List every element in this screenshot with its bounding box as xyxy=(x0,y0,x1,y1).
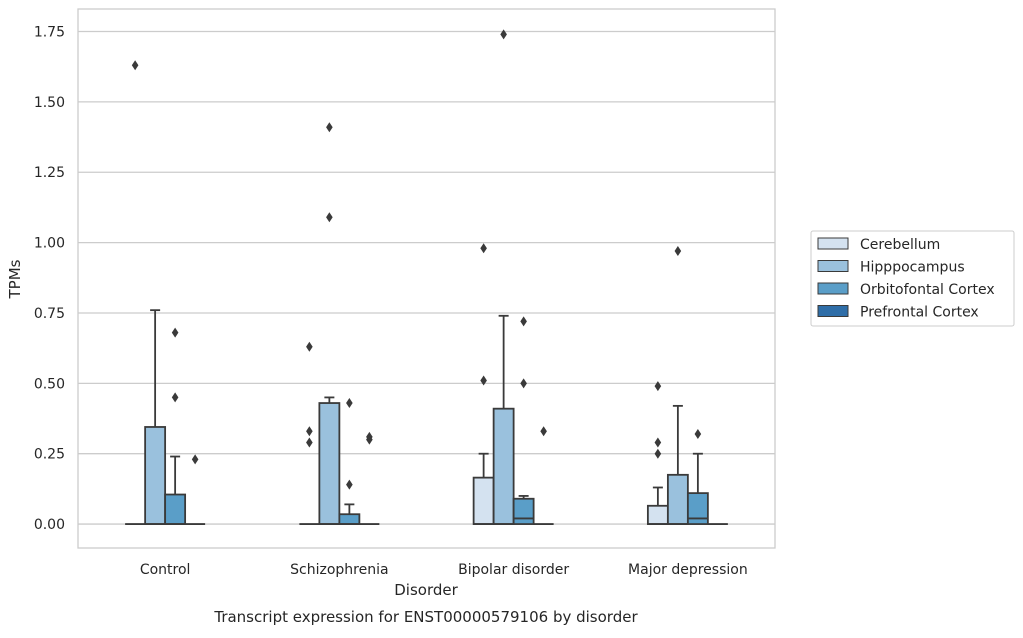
y-tick-label: 0.25 xyxy=(34,447,65,463)
box xyxy=(472,476,495,525)
outlier-point xyxy=(171,392,179,403)
outlier-point xyxy=(326,122,333,133)
outlier-point xyxy=(654,448,662,459)
legend-swatch xyxy=(817,282,849,295)
outlier-point xyxy=(306,426,313,437)
outlier-point xyxy=(540,426,547,437)
x-tick-label: Bipolar disorder xyxy=(458,562,569,578)
plot-frame xyxy=(77,8,776,549)
legend-label: Prefrontal Cortex xyxy=(860,305,979,321)
grid-lines xyxy=(78,30,775,525)
chart-title: Transcript expression for ENST0000057910… xyxy=(213,608,638,626)
outlier-point xyxy=(654,381,662,392)
outlier-point xyxy=(326,212,333,223)
legend-swatch xyxy=(817,260,849,272)
series-prefrontal-cortex xyxy=(185,426,728,525)
legend-swatch xyxy=(817,305,849,317)
y-tick-label: 0.00 xyxy=(34,517,65,533)
outlier-point xyxy=(131,60,139,71)
outlier-point xyxy=(520,316,527,327)
outlier-point xyxy=(520,378,527,389)
x-tick-labels: Control Schizophrenia Bipolar disorder Majo… xyxy=(140,562,748,578)
y-tick-labels: 0.00 0.25 0.50 0.75 1.00 1.25 1.50 1.75 xyxy=(34,25,65,534)
y-tick-label: 0.50 xyxy=(34,376,65,392)
legend: Cerebellum Hipppocampus Orbitofontal Corte… xyxy=(810,230,1015,327)
legend-label: Orbitofontal Cortex xyxy=(860,282,995,298)
box xyxy=(144,426,167,525)
outlier-point xyxy=(171,327,179,338)
outlier-point xyxy=(674,246,682,257)
y-tick-label: 1.50 xyxy=(34,95,65,111)
outlier-point xyxy=(654,437,662,448)
box xyxy=(686,492,709,525)
x-axis-label: Disorder xyxy=(394,581,458,599)
box xyxy=(492,407,515,525)
outlier-point xyxy=(480,243,487,254)
series-orbitofontal-cortex xyxy=(164,316,709,525)
outlier-point xyxy=(346,398,353,409)
box xyxy=(318,402,341,525)
box xyxy=(646,504,669,525)
y-tick-label: 0.75 xyxy=(34,306,65,322)
legend-frame xyxy=(810,230,1015,327)
outlier-point xyxy=(366,434,373,445)
box xyxy=(512,497,535,525)
legend-label: Hipppocampus xyxy=(860,260,965,276)
outlier-point xyxy=(346,479,353,490)
outlier-point xyxy=(694,429,702,440)
outlier-point xyxy=(500,29,507,40)
series-cerebellum xyxy=(125,60,669,525)
legend-label: Cerebellum xyxy=(860,237,940,253)
y-tick-label: 1.75 xyxy=(34,25,65,41)
x-tick-label: Control xyxy=(140,562,191,578)
y-axis-label: TPMs xyxy=(6,259,24,299)
box xyxy=(164,493,187,525)
box xyxy=(338,513,361,525)
y-tick-label: 1.25 xyxy=(34,165,65,181)
x-tick-label: Major depression xyxy=(628,562,748,578)
box-series xyxy=(125,29,728,525)
legend-swatch xyxy=(817,237,849,250)
series-hipppocampus xyxy=(144,29,689,525)
x-tick-label: Schizophrenia xyxy=(290,562,388,578)
box xyxy=(666,473,689,525)
outlier-point xyxy=(480,375,487,386)
y-tick-label: 1.00 xyxy=(34,236,65,252)
outlier-point xyxy=(306,437,313,448)
outlier-point xyxy=(191,454,199,465)
outlier-point xyxy=(306,341,313,352)
